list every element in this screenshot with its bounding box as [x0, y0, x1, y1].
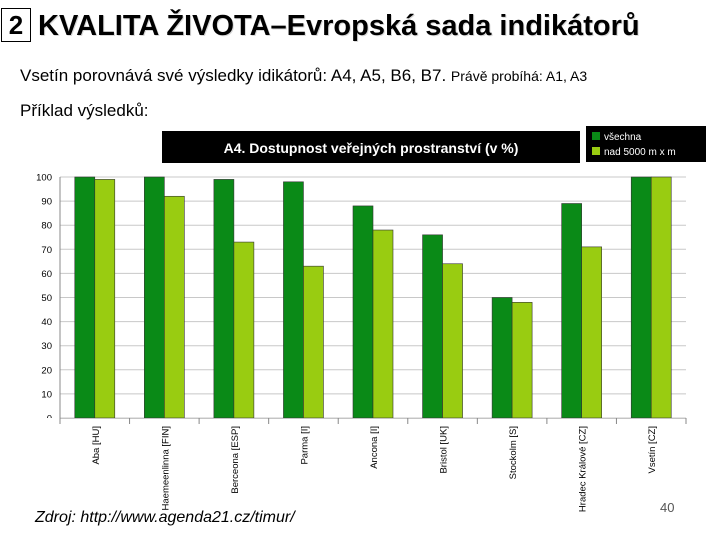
x-category-label: Hradec Králové [CZ]: [578, 426, 589, 512]
x-category-label: Parma [I]: [299, 426, 310, 465]
bar: [511, 302, 533, 419]
chart-category-labels-area: Aba [HU] Haemeenlinna [FIN] Berceona [ESP]…: [20, 417, 706, 540]
page-number: 40: [660, 500, 675, 515]
x-category-label: Ancona [I]: [369, 426, 380, 469]
legend-label: všechna: [604, 132, 642, 143]
bar: [561, 203, 582, 419]
chart-title-bar: [162, 131, 580, 163]
y-tick-label: 60: [41, 269, 52, 280]
bar: [581, 246, 602, 419]
bar: [213, 179, 235, 419]
x-category-label: Stockolm [S]: [508, 426, 519, 479]
chart-title: A4. Dostupnost veřejných prostranství (v…: [224, 140, 519, 156]
y-tick-label: 30: [41, 341, 52, 352]
x-category-label: Haemeenlinna [FIN]: [160, 426, 171, 510]
bar: [233, 241, 255, 419]
bar: [74, 176, 96, 419]
bar: [372, 229, 394, 419]
chart-legend: všechna nad 5000 m x m: [586, 126, 706, 162]
legend-swatch: [592, 147, 600, 155]
bar: [630, 176, 652, 419]
bar: [144, 176, 165, 419]
y-tick-label: 50: [41, 293, 52, 304]
subtitle-small: Právě probíhá: A1, A3: [450, 68, 588, 84]
bar: [491, 297, 513, 419]
bar: [352, 205, 374, 419]
legend-label: nad 5000 m x m: [604, 147, 676, 158]
y-tick-label: 70: [41, 245, 52, 256]
y-tick-label: 20: [41, 365, 52, 376]
bar: [283, 181, 304, 419]
source-citation: Zdroj: http://www.agenda21.cz/timur/: [35, 509, 295, 526]
slide-title: KVALITA ŽIVOTA–Evropská sada indikátorů: [38, 10, 640, 42]
bar: [442, 263, 463, 419]
y-tick-label: 40: [41, 317, 52, 328]
legend-box: [586, 126, 706, 162]
slide-subtitle: Vsetín porovnává své výsledky idikátorů:…: [20, 66, 587, 86]
x-category-label: Vsetín [CZ]: [647, 426, 658, 474]
bar: [650, 176, 672, 419]
x-category-label: Aba [HU]: [91, 426, 102, 465]
bar: [303, 265, 324, 419]
y-tick-label: 10: [41, 389, 52, 400]
y-tick-label: 90: [41, 197, 52, 208]
y-tick-label: 100: [36, 173, 52, 184]
bar-chart: A4. Dostupnost veřejných prostranství (v…: [36, 126, 706, 425]
chart-area: A4. Dostupnost veřejných prostranství (v…: [20, 122, 706, 425]
category-labels: Aba [HU] Haemeenlinna [FIN] Berceona [ESP]…: [59, 417, 687, 512]
y-tick-label: 80: [41, 221, 52, 232]
legend-swatch: [592, 132, 600, 140]
subtitle-main: Vsetín porovnává své výsledky idikátorů:…: [20, 66, 447, 85]
bar: [94, 179, 116, 419]
example-label: Příklad výsledků:: [20, 101, 149, 120]
x-category-label: Berceona [ESP]: [230, 426, 241, 494]
slide-number: 2: [1, 8, 31, 42]
bar: [164, 195, 185, 419]
bar: [422, 234, 443, 419]
x-category-label: Bristol [UK]: [439, 426, 450, 474]
